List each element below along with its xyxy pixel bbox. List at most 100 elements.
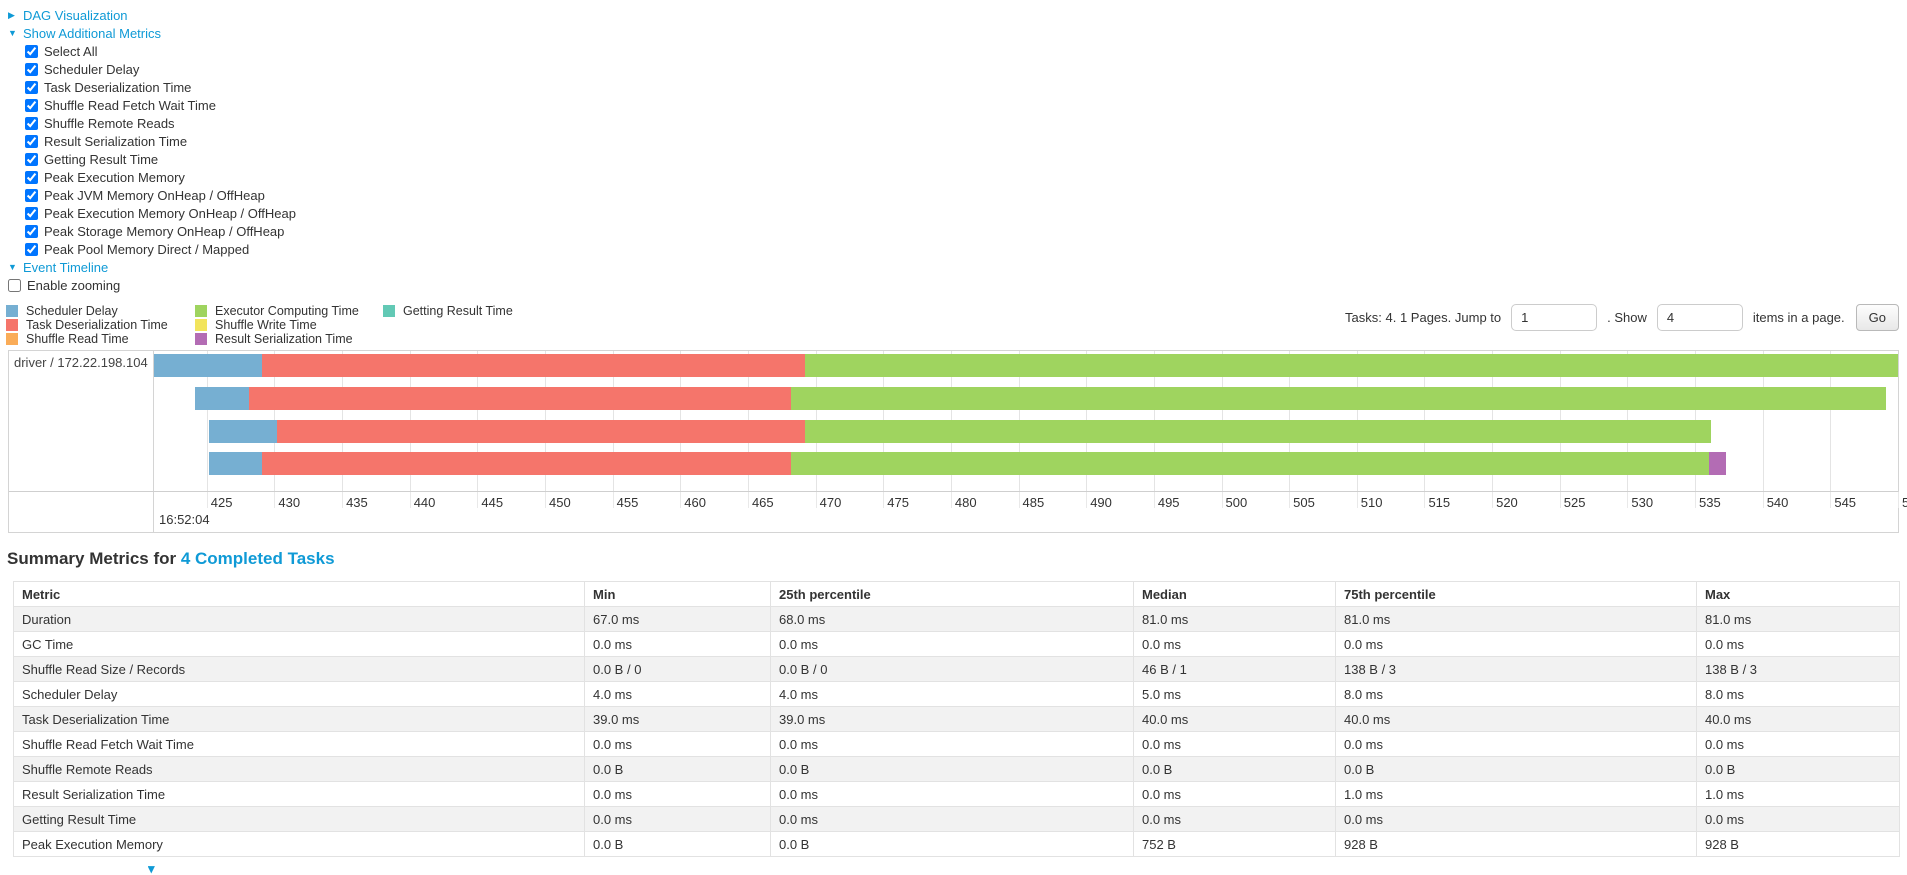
axis-gridline <box>1695 492 1697 508</box>
checkbox-label: Getting Result Time <box>44 151 159 167</box>
axis-gridline <box>1289 492 1291 508</box>
metric-value-cell: 0.0 B / 0 <box>770 656 1134 682</box>
metric-value-cell: 39.0 ms <box>584 706 771 732</box>
metric-value-cell: 81.0 ms <box>1335 606 1697 632</box>
task-1-segment-scheduler-delay[interactable] <box>154 354 263 377</box>
metric-value-cell: 0.0 ms <box>1335 731 1697 757</box>
axis-tick-label: 450 <box>549 495 571 510</box>
metric-value-cell: 752 B <box>1133 831 1336 857</box>
legend-item-getting-result-time: Getting Result Time <box>383 304 513 318</box>
metric-value-cell: 0.0 ms <box>1133 806 1336 832</box>
checkbox-peak-jvm-memory-onheap-offheap[interactable] <box>25 188 38 202</box>
metric-value-cell: 0.0 ms <box>1335 631 1697 657</box>
metric-value-cell: 81.0 ms <box>1133 606 1336 632</box>
metric-value-cell: 0.0 B <box>584 831 771 857</box>
summary-heading-text: Summary Metrics for <box>7 549 181 568</box>
metric-value-cell: 0.0 ms <box>1133 731 1336 757</box>
axis-gridline <box>206 492 208 508</box>
summary-metrics-table: Metric Min 25th percentile Median 75th perce… <box>13 581 1900 857</box>
axis-tick-label: 475 <box>887 495 909 510</box>
checkbox-scheduler-delay[interactable] <box>25 62 38 76</box>
axis-gridline <box>1492 492 1494 508</box>
checkbox-select-all[interactable] <box>25 44 38 58</box>
column-header-min: Min <box>584 581 771 607</box>
task-3-segment-executor-computing[interactable] <box>804 420 1712 443</box>
event-timeline-label: Event Timeline <box>23 259 109 275</box>
metric-value-cell: 0.0 ms <box>1133 631 1336 657</box>
checkbox-result-serialization-time[interactable] <box>25 134 38 148</box>
dag-visualization-toggle[interactable]: ▶ DAG Visualization <box>8 8 128 23</box>
task-4-segment-executor-computing[interactable] <box>791 452 1709 475</box>
metric-value-cell: 67.0 ms <box>584 606 771 632</box>
metric-value-cell: 0.0 ms <box>770 731 1134 757</box>
checkbox-task-deserialization-time[interactable] <box>25 80 38 94</box>
axis-tick-label: 505 <box>1293 495 1315 510</box>
axis-gridline <box>883 492 885 508</box>
metric-name-cell: Duration <box>13 606 585 632</box>
task-2-segment-task-deserialization[interactable] <box>248 387 792 410</box>
axis-tick-label: 480 <box>954 495 977 510</box>
checkbox-peak-pool-memory-direct-mapped[interactable] <box>25 242 38 256</box>
checkbox-peak-execution-memory-onheap-offheap[interactable] <box>25 206 38 220</box>
metric-value-cell: 1.0 ms <box>1335 781 1697 807</box>
task-2-segment-executor-computing[interactable] <box>791 387 1886 410</box>
metric-value-cell: 0.0 ms <box>1133 781 1336 807</box>
axis-tick-label: 530 <box>1631 495 1654 510</box>
task-4-segment-result-serialization[interactable] <box>1708 452 1727 475</box>
executor-row-label: driver / 172.22.198.104 <box>9 351 154 491</box>
legend-label: Shuffle Read Time <box>26 332 129 346</box>
axis-tick-label: 545 <box>1834 495 1857 510</box>
legend-label: Executor Computing Time <box>215 304 359 318</box>
legend-item-scheduler-delay: Scheduler Delay <box>6 304 195 318</box>
summary-metrics-heading: Summary Metrics for 4 Completed Tasks <box>7 549 1907 569</box>
metric-checkbox-row: Peak Execution Memory OnHeap / OffHeap <box>25 204 1907 222</box>
task-3-segment-scheduler-delay[interactable] <box>209 420 278 443</box>
checkbox-peak-execution-memory[interactable] <box>25 170 38 184</box>
axis-major-time-label: 16:52:04 <box>159 512 210 527</box>
jump-to-page-input[interactable] <box>1511 304 1598 331</box>
metric-name-cell: Getting Result Time <box>13 806 585 832</box>
axis-tick-label: 425 <box>210 495 233 510</box>
gridline <box>206 351 208 491</box>
metric-name-cell: Shuffle Read Fetch Wait Time <box>13 731 585 757</box>
go-button[interactable]: Go <box>1855 304 1899 331</box>
task-3-segment-task-deserialization[interactable] <box>277 420 805 443</box>
axis-gridline <box>545 492 546 508</box>
axis-gridline <box>950 492 952 508</box>
task-1-segment-task-deserialization[interactable] <box>262 354 805 377</box>
checkbox-shuffle-remote-reads[interactable] <box>25 116 38 130</box>
legend-item-result-serialization-time: Result Serialization Time <box>195 332 383 346</box>
show-additional-metrics-toggle[interactable]: ▼ Show Additional Metrics <box>8 26 161 41</box>
checkbox-peak-storage-memory-onheap-offheap[interactable] <box>25 224 38 238</box>
enable-zooming-checkbox[interactable] <box>8 278 21 292</box>
metric-checkbox-row: Peak Execution Memory <box>25 168 1907 186</box>
metric-name-cell: Scheduler Delay <box>13 681 585 707</box>
axis-gridline <box>815 492 817 508</box>
checkbox-getting-result-time[interactable] <box>25 152 38 166</box>
chevron-right-icon: ▶ <box>8 9 15 20</box>
completed-tasks-link[interactable]: 4 Completed Tasks <box>180 549 335 568</box>
metric-value-cell: 0.0 B <box>1696 756 1900 782</box>
table-header-row: Metric Min 25th percentile Median 75th perce… <box>13 581 1900 607</box>
legend-item-executor-computing-time: Executor Computing Time <box>195 304 383 318</box>
metrics-checkbox-list: Select All Scheduler Delay Task Deserializ… <box>25 42 1907 258</box>
checkbox-shuffle-read-fetch-wait-time[interactable] <box>25 98 38 112</box>
legend-swatch-icon <box>6 333 18 345</box>
task-1-segment-executor-computing[interactable] <box>804 354 1898 377</box>
checkbox-label: Shuffle Remote Reads <box>44 115 175 131</box>
metric-value-cell: 40.0 ms <box>1696 706 1900 732</box>
items-per-page-input[interactable] <box>1656 304 1743 331</box>
axis-tick-label: 435 <box>346 495 368 510</box>
metric-value-cell: 39.0 ms <box>770 706 1134 732</box>
metric-value-cell: 0.0 B <box>584 756 771 782</box>
metric-value-cell: 0.0 B / 0 <box>584 656 771 682</box>
axis-tick-label: 430 <box>278 495 301 510</box>
task-4-segment-scheduler-delay[interactable] <box>209 452 263 475</box>
task-4-segment-task-deserialization[interactable] <box>262 452 792 475</box>
event-timeline-toggle[interactable]: ▼ Event Timeline <box>8 260 108 275</box>
task-2-segment-scheduler-delay[interactable] <box>194 387 249 410</box>
show-additional-metrics-label: Show Additional Metrics <box>23 25 162 41</box>
metric-value-cell: 4.0 ms <box>584 681 771 707</box>
axis-tick-label: 460 <box>684 495 706 510</box>
axis-tick-label: 495 <box>1157 495 1180 510</box>
